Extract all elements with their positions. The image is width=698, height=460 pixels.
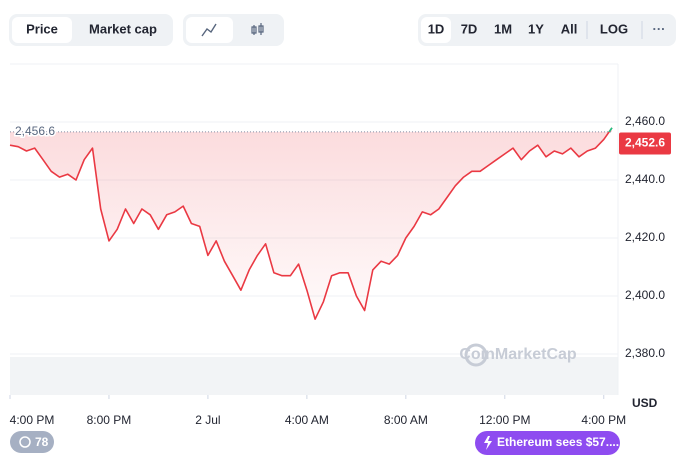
alerts-count: 78 (35, 435, 49, 449)
x-tick-label: 4:00 PM (10, 413, 55, 427)
candle-icon[interactable] (251, 23, 264, 35)
alerts-badge[interactable] (10, 431, 54, 453)
y-tick-label: 2,440.0 (625, 172, 665, 186)
x-tick-label: 8:00 PM (87, 413, 132, 427)
reference-label: 2,456.6 (15, 124, 55, 138)
news-badge[interactable] (475, 431, 620, 455)
last-price-badge (619, 132, 671, 155)
tab-price[interactable]: Price (26, 21, 58, 36)
tab-active[interactable] (12, 17, 72, 43)
tab-market-cap[interactable]: Market cap (89, 21, 157, 36)
x-tick-label: 2 Jul (195, 413, 220, 427)
y-tick-label: 2,420.0 (625, 230, 665, 244)
range-button[interactable]: 1M (494, 21, 512, 36)
range-button[interactable]: 7D (461, 21, 478, 36)
y-unit: USD (632, 396, 658, 410)
range-group (418, 14, 676, 46)
area-fill (10, 127, 612, 320)
y-tick-label: 2,380.0 (625, 346, 665, 360)
news-icon (484, 436, 492, 450)
price-line (9, 127, 613, 320)
line-icon (201, 23, 217, 37)
x-tick-label: 12:00 PM (479, 413, 530, 427)
x-tick-label: 4:00 PM (581, 413, 626, 427)
watermark: CoinMarketCap (459, 346, 577, 363)
y-tick-label: 2,400.0 (625, 288, 665, 302)
range-button[interactable]: LOG (600, 21, 628, 36)
watermark-logo (464, 343, 488, 367)
alerts-icon (19, 436, 31, 448)
volume-band (10, 357, 618, 395)
range-button[interactable]: All (561, 21, 578, 36)
range-active[interactable] (421, 17, 451, 43)
news-text[interactable]: Ethereum sees $57.... (497, 435, 619, 449)
range-button[interactable]: 1D (428, 21, 445, 36)
x-tick-label: 8:00 AM (384, 413, 428, 427)
y-tick-label: 2,460.0 (625, 114, 665, 128)
x-tick-label: 4:00 AM (285, 413, 329, 427)
range-button[interactable]: ··· (653, 21, 666, 36)
range-button[interactable]: 1Y (528, 21, 544, 36)
last-price-label: 2,452.6 (625, 136, 665, 150)
